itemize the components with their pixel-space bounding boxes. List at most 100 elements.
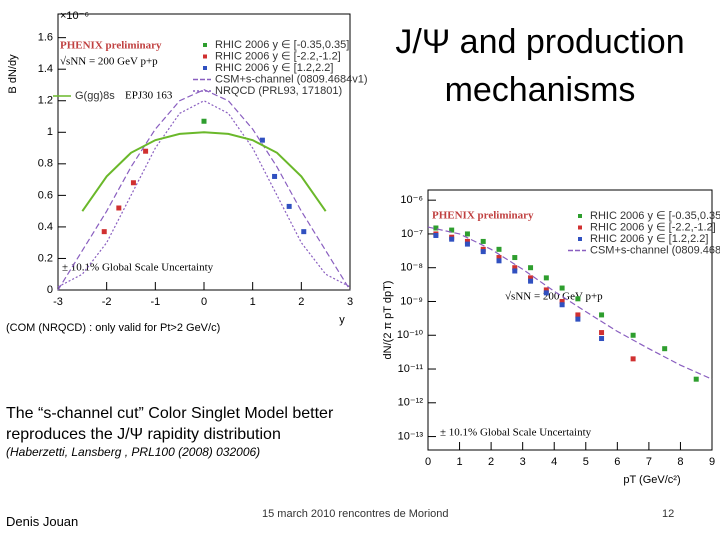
legend-label: RHIC 2006 y ∈ [1.2,2.2] <box>215 62 333 74</box>
x-tick-label: 6 <box>614 456 620 468</box>
legend-label: G(gg)8s <box>75 90 115 102</box>
legend-swatch <box>578 237 582 241</box>
curve <box>57 100 351 288</box>
y-unit: ×10⁻⁶ <box>60 10 89 22</box>
data-point <box>496 246 502 252</box>
data-point <box>259 137 265 143</box>
x-tick-label: 7 <box>646 456 652 468</box>
data-point <box>630 332 636 338</box>
legend-label: CSM+s-channel (0809.468dv1) <box>590 244 720 256</box>
annotation: ± 10.1% Global Scale Uncertainty <box>440 427 592 439</box>
data-point <box>630 356 636 362</box>
y-tick-label: 0.8 <box>38 158 53 170</box>
legend-label: RHIC 2006 y ∈ [-2.2,-1.2] <box>215 50 341 62</box>
y-tick-label: 1.2 <box>38 95 53 107</box>
data-point <box>599 336 605 342</box>
data-point <box>449 236 455 242</box>
y-tick-label: 1.6 <box>38 32 53 44</box>
data-point <box>528 278 534 284</box>
y-tick-label: 0 <box>47 284 53 296</box>
data-point <box>480 238 486 244</box>
legend-swatch <box>578 214 582 218</box>
x-tick-label: -1 <box>150 296 160 308</box>
data-point <box>575 296 581 302</box>
y-tick-label: 10⁻⁶ <box>400 194 423 206</box>
annotation: PHENIX preliminary <box>432 210 534 222</box>
x-tick-label: 0 <box>425 456 431 468</box>
legend-swatch <box>203 66 207 70</box>
legend-label: CSM+s-channel (0809.4684v1) <box>215 73 368 85</box>
data-point <box>575 316 581 322</box>
data-point <box>575 312 581 318</box>
plot-frame <box>427 189 713 451</box>
data-point <box>433 232 439 238</box>
curve <box>427 226 713 380</box>
y-tick-label: 10⁻⁷ <box>401 228 423 240</box>
x-tick-label: 3 <box>520 456 526 468</box>
data-point <box>693 376 699 382</box>
data-point <box>528 275 534 281</box>
x-tick-label: -3 <box>53 296 63 308</box>
y-tick-label: 10⁻¹¹ <box>398 363 424 375</box>
y-tick-label: 10⁻⁸ <box>400 262 423 274</box>
data-point <box>559 298 565 304</box>
y-tick-label: 1 <box>47 126 53 138</box>
data-point <box>480 249 486 255</box>
x-tick-label: 0 <box>201 296 207 308</box>
data-point <box>599 330 605 336</box>
x-tick-label: 4 <box>551 456 557 468</box>
data-point <box>301 229 307 235</box>
footer-event: 15 march 2010 rencontres de Moriond <box>262 508 449 520</box>
data-point <box>201 118 207 124</box>
note: The “s-channel cut” Color Singlet Model … <box>6 405 334 443</box>
y-axis-label: B dN/dy <box>7 54 19 94</box>
note: (Haberzetti, Lansberg , PRL100 (2008) 03… <box>6 445 261 459</box>
legend-label: RHIC 2006 y ∈ [-0.35,0.35] <box>590 210 720 222</box>
data-point <box>512 255 518 261</box>
legend-swatch <box>203 43 207 47</box>
data-point <box>559 285 565 291</box>
x-tick-label: 3 <box>347 296 353 308</box>
x-tick-label: 1 <box>456 456 462 468</box>
data-point <box>528 265 534 271</box>
y-tick-label: 0.6 <box>38 189 53 201</box>
data-point <box>101 229 107 235</box>
x-axis-label: pT (GeV/c²) <box>623 474 680 486</box>
y-tick-label: 10⁻¹⁰ <box>397 329 424 341</box>
legend-label: NRQCD (PRL93, 171801) <box>215 85 342 97</box>
slide-title: J/Ψ and production mechanisms <box>395 23 685 109</box>
y-tick-label: 0.4 <box>38 221 53 233</box>
x-tick-label: -2 <box>102 296 112 308</box>
x-tick-label: 1 <box>250 296 256 308</box>
x-axis-label: y <box>339 314 345 326</box>
annotation: ± 10.1% Global Scale Uncertainty <box>62 262 214 274</box>
data-point <box>559 302 565 308</box>
data-point <box>286 203 292 209</box>
y-tick-label: 1.4 <box>38 63 53 75</box>
curve <box>81 131 327 212</box>
data-point <box>496 255 502 261</box>
x-tick-label: 8 <box>677 456 683 468</box>
data-point <box>116 205 122 211</box>
legend-label: RHIC 2006 y ∈ [-0.35,0.35] <box>215 39 349 51</box>
y-tick-label: 10⁻¹² <box>398 397 424 409</box>
annotation: √sNN = 200 GeV p+p <box>60 56 158 68</box>
x-tick-label: 2 <box>488 456 494 468</box>
data-point <box>130 180 136 186</box>
footer-author: Denis Jouan <box>6 514 79 529</box>
data-point <box>433 225 439 231</box>
legend-swatch <box>578 225 582 230</box>
note: (COM (NRQCD) : only valid for Pt>2 GeV/c… <box>6 322 221 334</box>
x-tick-label: 2 <box>298 296 304 308</box>
y-axis-label: dN/(2 π pT dpT) <box>382 281 394 360</box>
data-point <box>599 312 605 318</box>
curve <box>57 89 351 291</box>
data-point <box>272 173 278 179</box>
data-point <box>496 258 502 264</box>
data-point <box>464 238 470 244</box>
annotation: √sNN = 200 GeV p+p <box>505 291 603 303</box>
data-point <box>662 346 668 352</box>
data-point <box>543 275 549 281</box>
